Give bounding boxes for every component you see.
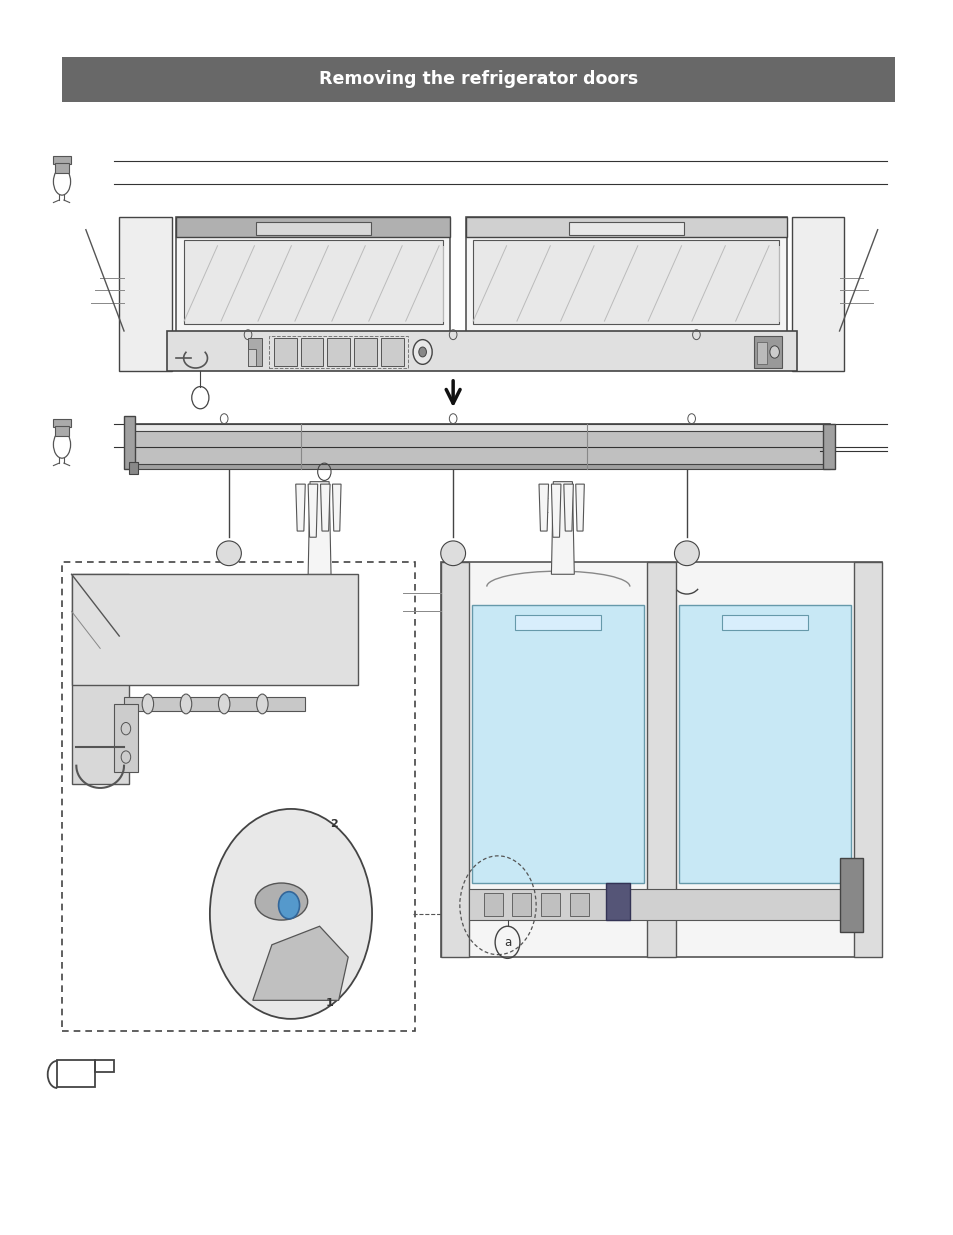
Bar: [129, 462, 138, 474]
Circle shape: [413, 340, 432, 364]
Bar: [300, 338, 323, 366]
Bar: [465, 217, 786, 237]
Text: 1: 1: [325, 998, 333, 1008]
Bar: [124, 416, 135, 469]
Bar: [184, 240, 442, 324]
Bar: [114, 704, 138, 772]
Bar: [53, 156, 71, 164]
Bar: [62, 57, 894, 103]
Bar: [129, 464, 829, 469]
Bar: [540, 893, 559, 916]
Bar: [483, 893, 502, 916]
Bar: [71, 574, 129, 784]
Text: 2: 2: [330, 819, 337, 829]
Bar: [756, 342, 766, 364]
Bar: [57, 1060, 95, 1087]
Bar: [124, 697, 305, 711]
FancyBboxPatch shape: [62, 562, 415, 1031]
Ellipse shape: [278, 892, 299, 919]
Circle shape: [418, 347, 426, 357]
Bar: [440, 562, 469, 957]
Bar: [248, 350, 255, 366]
Ellipse shape: [254, 883, 307, 920]
Circle shape: [210, 809, 372, 1019]
Ellipse shape: [218, 694, 230, 714]
Bar: [469, 889, 853, 920]
Polygon shape: [320, 484, 330, 531]
Circle shape: [769, 346, 779, 358]
Bar: [791, 217, 843, 370]
Polygon shape: [551, 482, 574, 574]
Bar: [71, 574, 357, 685]
Ellipse shape: [440, 541, 465, 566]
Bar: [721, 615, 807, 630]
Polygon shape: [575, 484, 583, 531]
Bar: [465, 217, 786, 333]
Polygon shape: [333, 484, 341, 531]
Bar: [380, 338, 403, 366]
Bar: [95, 1060, 114, 1072]
Bar: [839, 858, 862, 932]
Ellipse shape: [180, 694, 192, 714]
Bar: [605, 883, 629, 920]
Bar: [255, 222, 370, 235]
Bar: [822, 424, 834, 469]
Bar: [119, 217, 172, 370]
Bar: [568, 222, 682, 235]
Bar: [515, 615, 600, 630]
Bar: [512, 893, 531, 916]
Ellipse shape: [216, 541, 241, 566]
Bar: [327, 338, 350, 366]
Bar: [176, 217, 450, 333]
Bar: [569, 893, 588, 916]
Bar: [440, 562, 882, 957]
Polygon shape: [253, 926, 348, 1000]
Polygon shape: [551, 484, 560, 537]
Ellipse shape: [674, 541, 699, 566]
Text: a: a: [503, 936, 511, 948]
Bar: [129, 424, 829, 469]
Bar: [472, 605, 644, 883]
Bar: [354, 338, 376, 366]
Ellipse shape: [142, 694, 153, 714]
Polygon shape: [308, 484, 317, 537]
Text: Removing the refrigerator doors: Removing the refrigerator doors: [319, 70, 638, 89]
Bar: [55, 426, 69, 436]
Bar: [853, 562, 882, 957]
Bar: [274, 338, 296, 366]
Bar: [248, 338, 262, 366]
Bar: [753, 336, 781, 368]
Polygon shape: [308, 482, 331, 574]
Bar: [176, 217, 450, 237]
Polygon shape: [563, 484, 573, 531]
Bar: [55, 163, 69, 173]
Polygon shape: [295, 484, 305, 531]
Bar: [53, 419, 71, 427]
Bar: [269, 336, 408, 368]
Bar: [679, 605, 850, 883]
Polygon shape: [538, 484, 548, 531]
Ellipse shape: [256, 694, 268, 714]
Bar: [646, 562, 675, 957]
Bar: [167, 331, 796, 370]
Bar: [129, 424, 829, 431]
Bar: [473, 240, 779, 324]
